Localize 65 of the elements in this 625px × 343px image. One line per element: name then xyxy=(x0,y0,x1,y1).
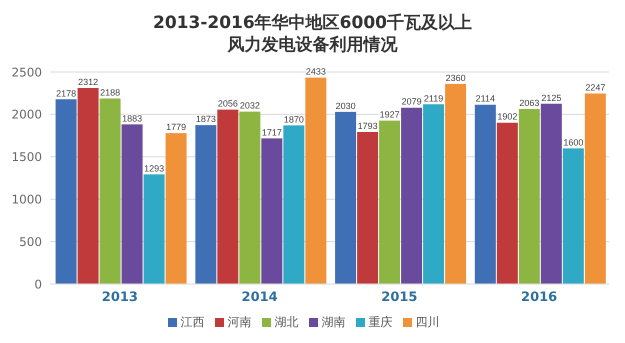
data-label: 2114 xyxy=(476,94,496,104)
data-label: 1902 xyxy=(497,112,518,122)
bar xyxy=(401,108,422,284)
bar xyxy=(518,109,540,284)
bar xyxy=(144,174,165,284)
legend-label: 湖北 xyxy=(274,315,298,329)
data-label: 2030 xyxy=(336,100,356,111)
bar xyxy=(496,122,518,284)
bar xyxy=(305,78,326,284)
bar xyxy=(423,104,444,284)
bar xyxy=(474,104,496,284)
data-label: 1927 xyxy=(380,110,400,120)
bar xyxy=(122,124,143,284)
data-label: 1870 xyxy=(284,114,304,124)
bar xyxy=(445,84,466,284)
data-label: 1600 xyxy=(563,137,584,148)
chart-title: 2013-2016年华中地区6000千瓦及以上风力发电设备利用情况 xyxy=(152,12,473,56)
bar xyxy=(562,148,584,284)
y-tick-label: 2500 xyxy=(11,65,42,80)
x-tick-label: 2015 xyxy=(381,290,418,306)
y-tick-label: 2000 xyxy=(11,108,42,122)
bar xyxy=(283,125,304,284)
data-label: 2433 xyxy=(306,66,326,77)
bar xyxy=(78,88,99,284)
bar xyxy=(584,93,606,284)
bar xyxy=(100,98,121,284)
data-label: 1717 xyxy=(262,127,282,138)
data-label: 1793 xyxy=(358,120,378,131)
x-tick-label: 2014 xyxy=(242,290,278,306)
y-tick-label: 0 xyxy=(34,277,42,292)
bar xyxy=(239,112,260,284)
data-label: 2125 xyxy=(541,92,562,103)
legend-label: 四川 xyxy=(416,315,440,329)
bar xyxy=(166,133,187,284)
bar xyxy=(56,99,77,284)
legend-label: 重庆 xyxy=(368,315,392,329)
legend-label: 河南 xyxy=(228,315,252,329)
data-label: 2079 xyxy=(402,96,422,107)
data-label: 1779 xyxy=(166,122,186,132)
legend-label: 江西 xyxy=(180,315,204,329)
data-label: 1873 xyxy=(196,114,216,124)
bar xyxy=(540,104,562,284)
data-label: 2312 xyxy=(78,76,98,87)
data-label: 2032 xyxy=(240,100,260,111)
data-label: 2360 xyxy=(446,72,466,83)
x-tick-label: 2016 xyxy=(521,290,558,306)
y-tick-label: 500 xyxy=(19,234,42,249)
y-tick-label: 1500 xyxy=(11,150,42,164)
legend-label: 湖南 xyxy=(322,315,346,329)
data-label: 2056 xyxy=(218,98,238,109)
x-tick-label: 2013 xyxy=(102,290,138,306)
data-label: 2247 xyxy=(585,82,606,92)
bar xyxy=(335,112,356,284)
data-label: 2188 xyxy=(100,87,120,98)
data-label: 1883 xyxy=(122,113,142,124)
bar xyxy=(261,138,282,284)
data-label: 1293 xyxy=(144,163,164,174)
bar xyxy=(217,110,238,284)
data-label: 2119 xyxy=(424,93,444,104)
bar xyxy=(357,132,378,284)
data-label: 2063 xyxy=(519,98,540,108)
y-tick-label: 1000 xyxy=(11,192,42,206)
bar xyxy=(379,120,400,284)
bar xyxy=(195,125,216,284)
data-label: 2178 xyxy=(56,88,76,98)
